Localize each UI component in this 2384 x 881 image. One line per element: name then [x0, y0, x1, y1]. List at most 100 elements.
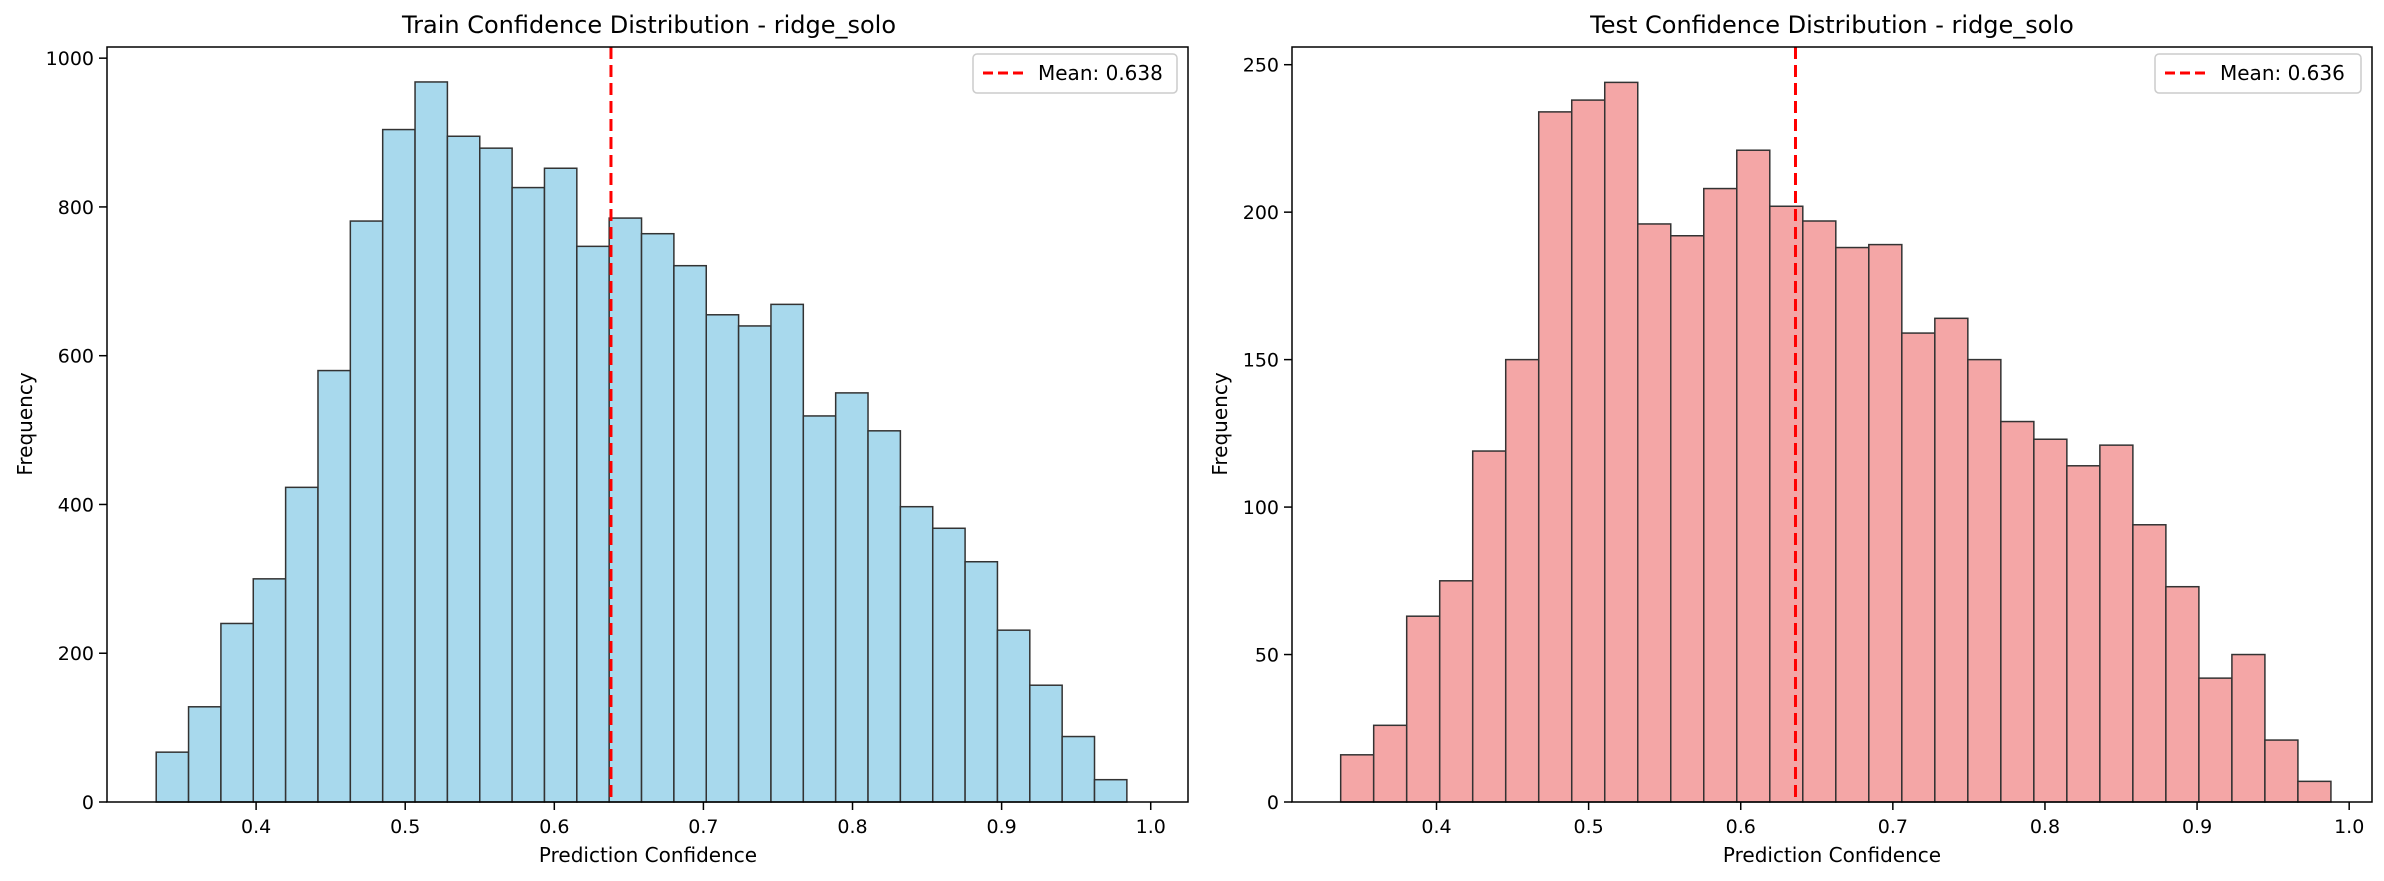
histogram-bar — [640, 232, 675, 803]
plot-frame — [1291, 46, 2373, 803]
legend-box — [2154, 53, 2362, 94]
x-tick-label: 0.4 — [1421, 816, 1451, 838]
histogram-bar — [1670, 235, 1705, 803]
y-tick-label: 0 — [82, 792, 94, 814]
histogram-bar — [2132, 524, 2167, 803]
histogram-bar — [1405, 615, 1441, 803]
y-axis-label: Frequency — [1208, 372, 1232, 475]
histogram-bar — [381, 128, 416, 803]
histogram-bar — [1868, 243, 1903, 803]
y-tick-label: 250 — [1243, 55, 1279, 77]
x-tick-label: 0.8 — [2030, 816, 2060, 838]
histogram-bar — [834, 392, 869, 803]
histogram-bar — [511, 186, 546, 803]
histogram-bar — [349, 220, 384, 803]
histogram-bar — [1603, 81, 1639, 803]
x-ticks: 0.4 0.5 0.6 0.7 0.8 0.9 1.0 — [241, 802, 1166, 838]
histogram-bar — [1637, 223, 1672, 803]
histogram-bar — [284, 486, 319, 803]
histogram-bar — [2165, 585, 2200, 803]
histogram-bar — [1703, 187, 1738, 803]
x-tick-label: 0.6 — [1726, 816, 1756, 838]
histogram-bar — [155, 751, 190, 803]
histogram-bar — [187, 706, 222, 803]
histogram-bar — [1537, 111, 1573, 803]
x-tick-label: 0.9 — [987, 816, 1017, 838]
y-axis-label: Frequency — [13, 372, 37, 475]
chart-title: Train Confidence Distribution - ridge_so… — [401, 11, 896, 39]
histogram-bar — [1802, 220, 1837, 803]
histogram-bar — [1934, 317, 1969, 803]
histogram-bar — [252, 578, 287, 803]
y-ticks: 0 50 100 150 200 250 — [1243, 55, 1292, 814]
x-axis-label: Prediction Confidence — [1723, 843, 1941, 867]
histogram-bar — [608, 217, 643, 803]
histogram-bar — [576, 245, 610, 803]
histogram-bar — [479, 147, 513, 803]
histogram-bar — [317, 369, 352, 803]
histogram-bar — [996, 629, 1031, 803]
legend-box — [972, 53, 1178, 94]
histogram-bar — [705, 314, 740, 803]
histogram-bar — [2066, 465, 2101, 803]
x-ticks: 0.4 0.5 0.6 0.7 0.8 0.9 1.0 — [1421, 802, 2364, 838]
histogram-bar — [1835, 246, 1870, 803]
histogram-bar — [1029, 684, 1063, 803]
x-tick-label: 0.5 — [1574, 816, 1604, 838]
histogram-bar — [543, 167, 578, 803]
histogram-bar — [737, 325, 772, 803]
histogram-bar — [899, 505, 934, 803]
y-tick-label: 200 — [58, 643, 94, 665]
histogram-bar — [1901, 332, 1936, 803]
histogram-bar — [2099, 444, 2134, 803]
chart-title: Test Confidence Distribution - ridge_sol… — [1589, 11, 2074, 39]
histogram-bar — [1372, 724, 1408, 803]
histogram-bar — [2297, 780, 2332, 803]
histogram-bar — [1339, 754, 1375, 803]
y-tick-label: 150 — [1243, 350, 1279, 372]
y-tick-label: 50 — [1255, 645, 1279, 667]
histogram-bar — [1769, 205, 1804, 803]
legend-label: Mean: 0.636 — [2220, 61, 2345, 85]
histogram-bar — [2198, 677, 2233, 803]
histogram-bar — [1438, 580, 1474, 803]
x-tick-label: 0.6 — [539, 816, 569, 838]
x-tick-label: 0.7 — [1878, 816, 1908, 838]
x-tick-label: 0.5 — [390, 816, 420, 838]
legend: Mean: 0.636 — [2154, 53, 2362, 94]
y-ticks: 0 200 400 600 800 1000 — [46, 48, 107, 814]
histogram-bar — [1061, 735, 1096, 803]
histogram-bar — [931, 527, 966, 803]
chart-test: Test Confidence Distribution - ridge_sol… — [1208, 11, 2373, 867]
histogram-bar — [1570, 99, 1606, 803]
histogram-bar — [1471, 450, 1507, 803]
histogram-bar — [867, 430, 902, 803]
bars-group — [1339, 81, 2332, 803]
histogram-bar — [1967, 358, 2002, 803]
y-tick-label: 400 — [58, 494, 94, 516]
y-tick-label: 200 — [1243, 202, 1279, 224]
chart-train: Train Confidence Distribution - ridge_so… — [13, 11, 1189, 867]
histogram-bar — [770, 303, 805, 803]
legend-label: Mean: 0.638 — [1038, 61, 1163, 85]
histogram-bar — [2000, 420, 2035, 803]
x-tick-label: 0.4 — [241, 816, 271, 838]
x-tick-label: 1.0 — [2334, 816, 2364, 838]
x-tick-label: 0.8 — [837, 816, 867, 838]
y-tick-label: 600 — [58, 346, 94, 368]
x-tick-label: 1.0 — [1136, 816, 1166, 838]
histogram-bar — [1093, 778, 1128, 803]
histogram-bar — [673, 264, 707, 803]
y-tick-label: 100 — [1243, 497, 1279, 519]
x-tick-label: 0.9 — [2182, 816, 2212, 838]
y-tick-label: 1000 — [46, 48, 94, 70]
histogram-bar — [1736, 149, 1771, 803]
histogram-bar — [2231, 653, 2266, 803]
histogram-bar — [414, 81, 449, 803]
histogram-bar — [220, 622, 255, 803]
y-tick-label: 800 — [58, 197, 94, 219]
plot-frame — [106, 46, 1189, 803]
histogram-bar — [964, 560, 999, 803]
x-axis-label: Prediction Confidence — [539, 843, 757, 867]
